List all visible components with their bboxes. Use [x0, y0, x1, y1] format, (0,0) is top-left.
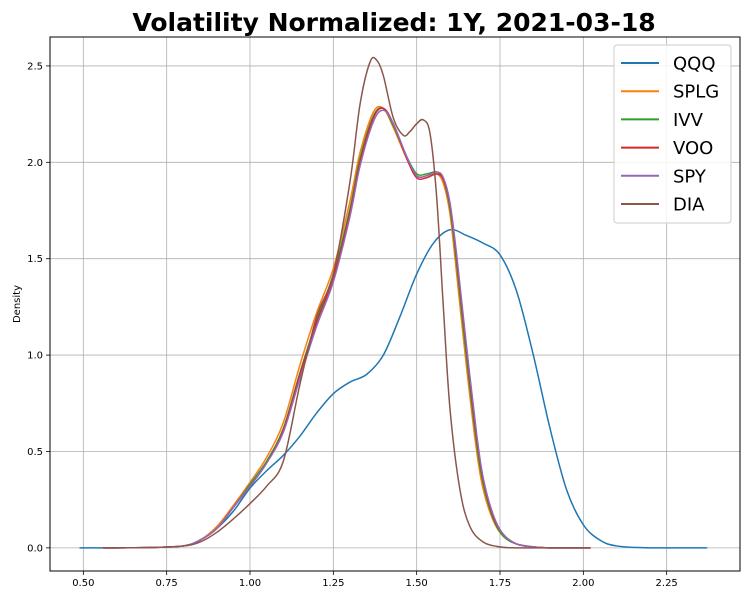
series-line-dia: [102, 56, 591, 549]
legend-box: [613, 44, 732, 224]
y-tick-label: 1.0: [27, 351, 43, 362]
series-lines: [79, 56, 708, 549]
legend-label-dia: DIA: [673, 195, 705, 216]
legend-label-ivv: IVV: [673, 110, 704, 131]
y-tick-label: 2.0: [27, 158, 43, 169]
y-tick-label: 1.5: [27, 254, 43, 265]
series-line-spy: [102, 109, 591, 549]
chart-title: Volatility Normalized: 1Y, 2021-03-18: [132, 8, 655, 37]
plot-area-frame: [49, 36, 741, 572]
legend-label-voo: VOO: [673, 138, 713, 159]
x-tick-label: 1.00: [239, 578, 261, 589]
x-tick-label: 1.50: [406, 578, 428, 589]
legend: QQQ SPLG IVV VOO SPY DIA: [613, 44, 732, 224]
axis-ticks: 0.50 0.75 1.00 1.25 1.50 1.75 2.00 2.25 0.0 0.5 1.…: [27, 61, 678, 589]
x-tick-label: 0.50: [72, 578, 94, 589]
x-tick-label: 1.25: [322, 578, 344, 589]
x-tick-label: 0.75: [156, 578, 178, 589]
y-tick-label: 2.5: [27, 61, 43, 72]
x-tick-label: 2.00: [572, 578, 594, 589]
y-tick-label: 0.5: [27, 447, 43, 458]
x-tick-label: 2.25: [656, 578, 678, 589]
y-axis-label: Density: [12, 285, 23, 323]
legend-label-qqq: QQQ: [673, 54, 716, 75]
y-tick-label: 0.0: [27, 543, 43, 554]
legend-label-splg: SPLG: [673, 82, 719, 103]
x-tick-label: 1.75: [489, 578, 511, 589]
legend-items: QQQ SPLG IVV VOO SPY DIA: [621, 54, 719, 216]
legend-label-spy: SPY: [673, 166, 707, 187]
series-line-splg: [102, 105, 591, 549]
